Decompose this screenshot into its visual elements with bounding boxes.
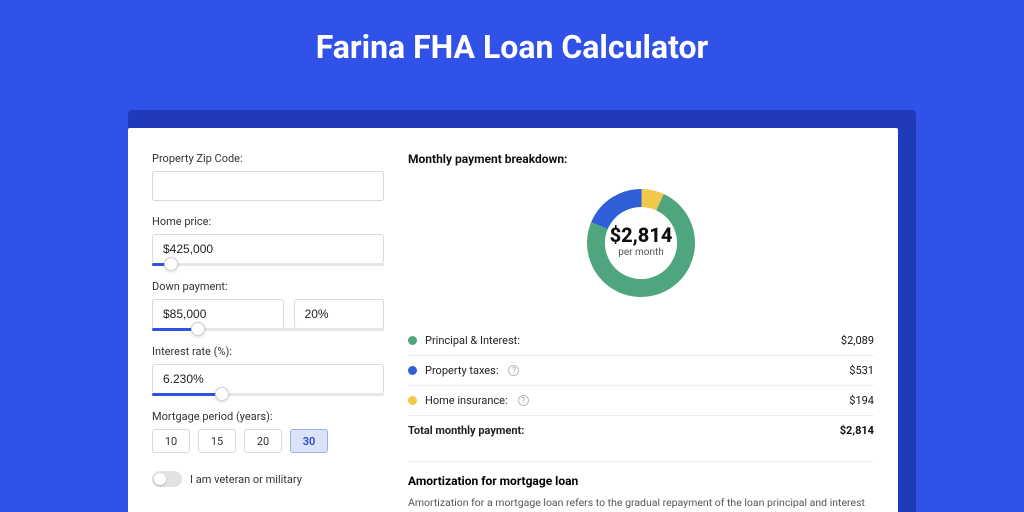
info-icon[interactable]: ? bbox=[518, 395, 529, 406]
legend-dot-taxes bbox=[408, 366, 417, 375]
breakdown-column: Monthly payment breakdown: $2,814 per mo… bbox=[396, 128, 898, 512]
interest-rate-slider[interactable] bbox=[152, 393, 384, 396]
veteran-toggle-row: I am veteran or military bbox=[152, 471, 384, 487]
legend-row-taxes: Property taxes: ? $531 bbox=[408, 356, 874, 386]
legend-row-insurance: Home insurance: ? $194 bbox=[408, 386, 874, 416]
info-icon[interactable]: ? bbox=[508, 365, 519, 376]
legend-row-total: Total monthly payment: $2,814 bbox=[408, 416, 874, 445]
period-btn-20[interactable]: 20 bbox=[244, 429, 282, 453]
donut-center-sub: per month bbox=[618, 247, 664, 258]
legend-label-insurance: Home insurance: bbox=[425, 394, 508, 407]
legend-label-principal: Principal & Interest: bbox=[425, 334, 520, 347]
donut-chart: $2,814 per month bbox=[408, 178, 874, 308]
home-price-field: Home price: bbox=[152, 215, 384, 266]
down-payment-percent-input[interactable] bbox=[294, 299, 384, 329]
legend-value-taxes: $531 bbox=[849, 364, 874, 377]
home-price-label: Home price: bbox=[152, 215, 384, 228]
period-btn-10[interactable]: 10 bbox=[152, 429, 190, 453]
form-column: Property Zip Code: Home price: Down paym… bbox=[128, 128, 396, 512]
legend-value-principal: $2,089 bbox=[841, 334, 874, 347]
period-btn-30[interactable]: 30 bbox=[290, 429, 328, 453]
zip-label: Property Zip Code: bbox=[152, 152, 384, 165]
home-price-slider[interactable] bbox=[152, 263, 384, 266]
veteran-toggle-label: I am veteran or military bbox=[190, 473, 302, 486]
amortization-heading: Amortization for mortgage loan bbox=[408, 474, 874, 488]
page-title: Farina FHA Loan Calculator bbox=[0, 0, 1024, 88]
period-btn-15[interactable]: 15 bbox=[198, 429, 236, 453]
home-price-slider-thumb[interactable] bbox=[164, 257, 178, 271]
interest-rate-slider-fill bbox=[152, 393, 222, 396]
zip-input[interactable] bbox=[152, 171, 384, 201]
mortgage-period-buttons: 10 15 20 30 bbox=[152, 429, 384, 453]
legend-row-principal: Principal & Interest: $2,089 bbox=[408, 326, 874, 356]
home-price-input[interactable] bbox=[152, 234, 384, 264]
breakdown-heading: Monthly payment breakdown: bbox=[408, 152, 874, 166]
down-payment-label: Down payment: bbox=[152, 280, 384, 293]
legend-dot-insurance bbox=[408, 396, 417, 405]
legend-dot-principal bbox=[408, 336, 417, 345]
amortization-body: Amortization for a mortgage loan refers … bbox=[408, 496, 874, 512]
veteran-toggle-knob bbox=[154, 473, 166, 485]
donut-svg: $2,814 per month bbox=[576, 178, 706, 308]
legend-label-taxes: Property taxes: bbox=[425, 364, 498, 377]
interest-rate-slider-thumb[interactable] bbox=[215, 387, 229, 401]
legend-value-total: $2,814 bbox=[840, 424, 874, 437]
amortization-block: Amortization for mortgage loan Amortizat… bbox=[408, 461, 874, 512]
zip-field: Property Zip Code: bbox=[152, 152, 384, 201]
calculator-card: Property Zip Code: Home price: Down paym… bbox=[128, 128, 898, 512]
interest-rate-label: Interest rate (%): bbox=[152, 345, 384, 358]
donut-center-value: $2,814 bbox=[610, 223, 673, 247]
down-payment-slider-thumb[interactable] bbox=[191, 322, 205, 336]
legend: Principal & Interest: $2,089 Property ta… bbox=[408, 326, 874, 445]
legend-value-insurance: $194 bbox=[849, 394, 874, 407]
interest-rate-field: Interest rate (%): bbox=[152, 345, 384, 396]
down-payment-slider[interactable] bbox=[152, 328, 384, 331]
interest-rate-input[interactable] bbox=[152, 364, 384, 394]
veteran-toggle[interactable] bbox=[152, 471, 182, 487]
legend-label-total: Total monthly payment: bbox=[408, 424, 524, 437]
down-payment-field: Down payment: bbox=[152, 280, 384, 331]
mortgage-period-field: Mortgage period (years): 10 15 20 30 bbox=[152, 410, 384, 453]
down-payment-amount-input[interactable] bbox=[152, 299, 284, 329]
mortgage-period-label: Mortgage period (years): bbox=[152, 410, 384, 423]
